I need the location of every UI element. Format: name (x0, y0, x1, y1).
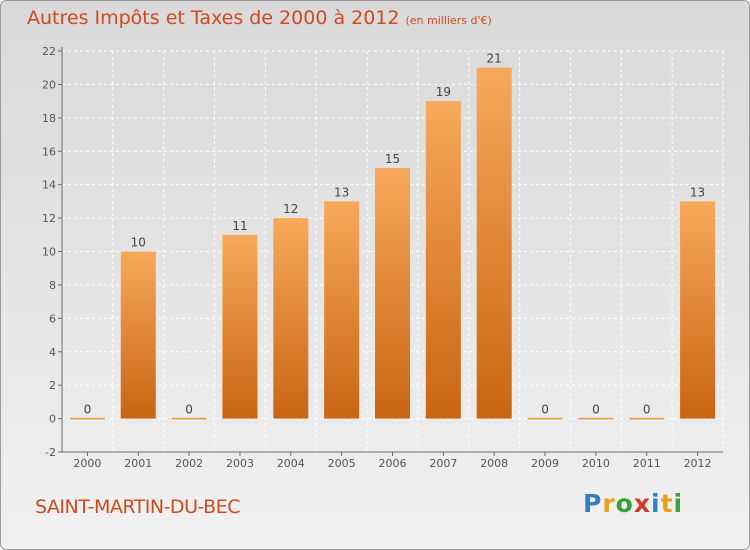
y-tick-label: 8 (49, 279, 56, 292)
bar (222, 234, 258, 419)
data-label: 0 (643, 403, 651, 417)
data-label: 10 (131, 236, 146, 250)
logo-letter: x (633, 489, 651, 518)
x-tick-label: 2003 (226, 457, 254, 470)
logo-letter: o (615, 489, 634, 518)
logo-letter: P (583, 489, 603, 518)
data-label: 19 (436, 85, 451, 99)
logo-letter: r (602, 489, 616, 518)
x-tick-label: 2000 (73, 457, 101, 470)
bar (120, 251, 156, 419)
x-tick-label: 2011 (633, 457, 661, 470)
proxiti-logo: Proxiti (583, 489, 683, 518)
y-tick-label: 16 (42, 145, 56, 158)
bar (680, 201, 716, 419)
y-tick-label: 18 (42, 112, 56, 125)
town-name: SAINT-MARTIN-DU-BEC (35, 496, 240, 518)
x-tick-label: 2002 (175, 457, 203, 470)
y-tick-label: 14 (42, 179, 56, 192)
chart-subtitle: (en milliers d'€) (405, 14, 492, 27)
x-tick-label: 2006 (379, 457, 407, 470)
bar (273, 218, 309, 419)
data-label: 11 (232, 219, 247, 233)
data-label: 12 (283, 202, 298, 216)
x-tick-label: 2004 (277, 457, 305, 470)
y-tick-label: 4 (49, 346, 56, 359)
data-label: 13 (690, 185, 705, 199)
x-tick-label: 2001 (124, 457, 152, 470)
data-label: 0 (185, 403, 193, 417)
y-tick-label: 20 (42, 78, 56, 91)
data-label: 15 (385, 152, 400, 166)
y-tick-label: 6 (49, 312, 56, 325)
bar (425, 101, 461, 419)
x-tick-label: 2005 (328, 457, 356, 470)
chart-title: Autres Impôts et Taxes de 2000 à 2012 (27, 7, 400, 29)
data-label: 21 (487, 52, 502, 66)
x-tick-label: 2010 (582, 457, 610, 470)
bar (375, 167, 410, 419)
y-tick-label: -2 (45, 446, 56, 459)
x-tick-label: 2008 (480, 457, 508, 470)
logo-letter: t (660, 489, 674, 518)
data-label: 0 (84, 403, 92, 417)
data-label: 13 (334, 185, 349, 199)
x-tick-label: 2009 (531, 457, 559, 470)
data-label: 0 (592, 403, 600, 417)
y-tick-label: 22 (42, 45, 56, 58)
bar (476, 67, 512, 419)
y-tick-label: 10 (42, 246, 56, 259)
y-tick-label: 0 (49, 413, 56, 426)
data-label: 0 (541, 403, 549, 417)
y-tick-label: 2 (49, 379, 56, 392)
chart-title-block: Autres Impôts et Taxes de 2000 à 2012 (en… (27, 7, 492, 29)
x-tick-label: 2012 (684, 457, 712, 470)
bar (324, 201, 360, 419)
logo-letter: i (673, 489, 684, 518)
logo-letter: i (651, 489, 661, 518)
x-tick-label: 2007 (429, 457, 457, 470)
y-tick-label: 12 (42, 212, 56, 225)
